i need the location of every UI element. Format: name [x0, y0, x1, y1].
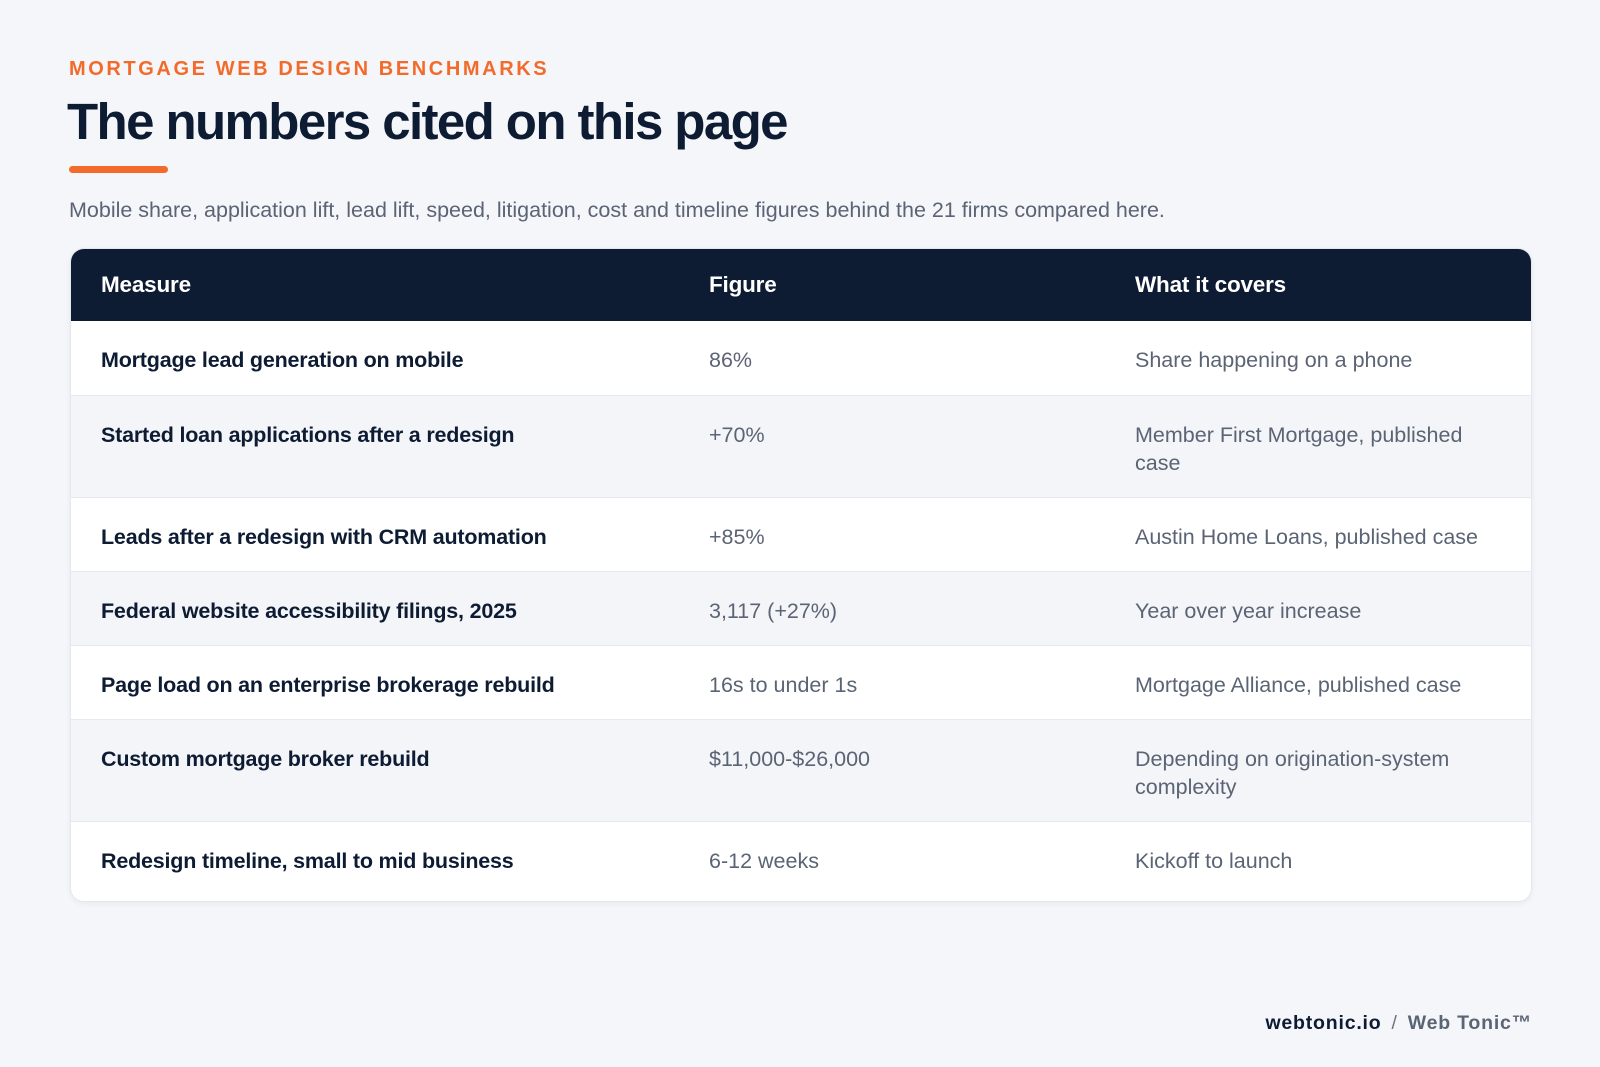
cell-measure: Leads after a redesign with CRM automati… — [71, 496, 679, 571]
column-header-covers: What it covers — [1135, 272, 1286, 297]
footer-site-link[interactable]: webtonic.io — [1265, 1012, 1382, 1034]
table-row: Leads after a redesign with CRM automati… — [71, 496, 1531, 571]
footer-brand: Web Tonic™ — [1407, 1012, 1532, 1034]
eyebrow-label: MORTGAGE WEB DESIGN BENCHMARKS — [69, 58, 550, 80]
table-row: Redesign timeline, small to mid business… — [71, 820, 1531, 895]
cell-measure: Started loan applications after a redesi… — [71, 394, 679, 497]
table-body: Mortgage lead generation on mobile 86% S… — [71, 321, 1531, 895]
cell-figure: 16s to under 1s — [679, 644, 1105, 719]
cell-covers: Mortgage Alliance, published case — [1105, 644, 1531, 719]
cell-covers: Kickoff to launch — [1105, 820, 1531, 895]
cell-covers: Year over year increase — [1105, 570, 1531, 645]
cell-figure: $11,000-$26,000 — [679, 718, 1105, 821]
footer-separator: / — [1391, 1012, 1398, 1034]
cell-figure: 6-12 weeks — [679, 820, 1105, 895]
cell-measure: Federal website accessibility filings, 2… — [71, 570, 679, 645]
cell-covers: Depending on origination-system complexi… — [1105, 718, 1531, 821]
page-title: The numbers cited on this page — [67, 93, 789, 150]
benchmarks-table-card: Measure Figure What it covers Mortgage l… — [70, 248, 1532, 902]
cell-figure: 86% — [709, 348, 753, 372]
cell-measure: Page load on an enterprise brokerage reb… — [71, 644, 679, 719]
table-row: Mortgage lead generation on mobile 86% S… — [71, 321, 1531, 395]
benchmarks-table: Measure Figure What it covers Mortgage l… — [71, 249, 1531, 895]
cell-covers: Austin Home Loans, published case — [1105, 496, 1531, 571]
column-header-measure: Measure — [101, 272, 191, 297]
table-row: Federal website accessibility filings, 2… — [71, 570, 1531, 645]
table-row: Custom mortgage broker rebuild $11,000-$… — [71, 718, 1531, 821]
cell-covers: Share happening on a phone — [1135, 348, 1413, 372]
cell-figure: 3,117 (+27%) — [679, 570, 1105, 645]
table-row: Page load on an enterprise brokerage reb… — [71, 644, 1531, 719]
cell-figure: +70% — [679, 394, 1105, 497]
table-header: Measure Figure What it covers — [71, 249, 1531, 321]
footer-credit: webtonic.io / Web Tonic™ — [1265, 1012, 1532, 1035]
table-header-row: Measure Figure What it covers — [71, 249, 1531, 321]
title-accent-bar — [69, 166, 168, 173]
column-header-figure: Figure — [709, 272, 777, 297]
table-row: Started loan applications after a redesi… — [71, 394, 1531, 497]
cell-measure: Mortgage lead generation on mobile — [101, 348, 464, 372]
cell-measure: Redesign timeline, small to mid business — [71, 820, 679, 895]
cell-measure: Custom mortgage broker rebuild — [71, 718, 679, 821]
cell-figure: +85% — [679, 496, 1105, 571]
page-subtitle: Mobile share, application lift, lead lif… — [69, 198, 1165, 222]
cell-covers: Member First Mortgage, published case — [1105, 394, 1531, 497]
